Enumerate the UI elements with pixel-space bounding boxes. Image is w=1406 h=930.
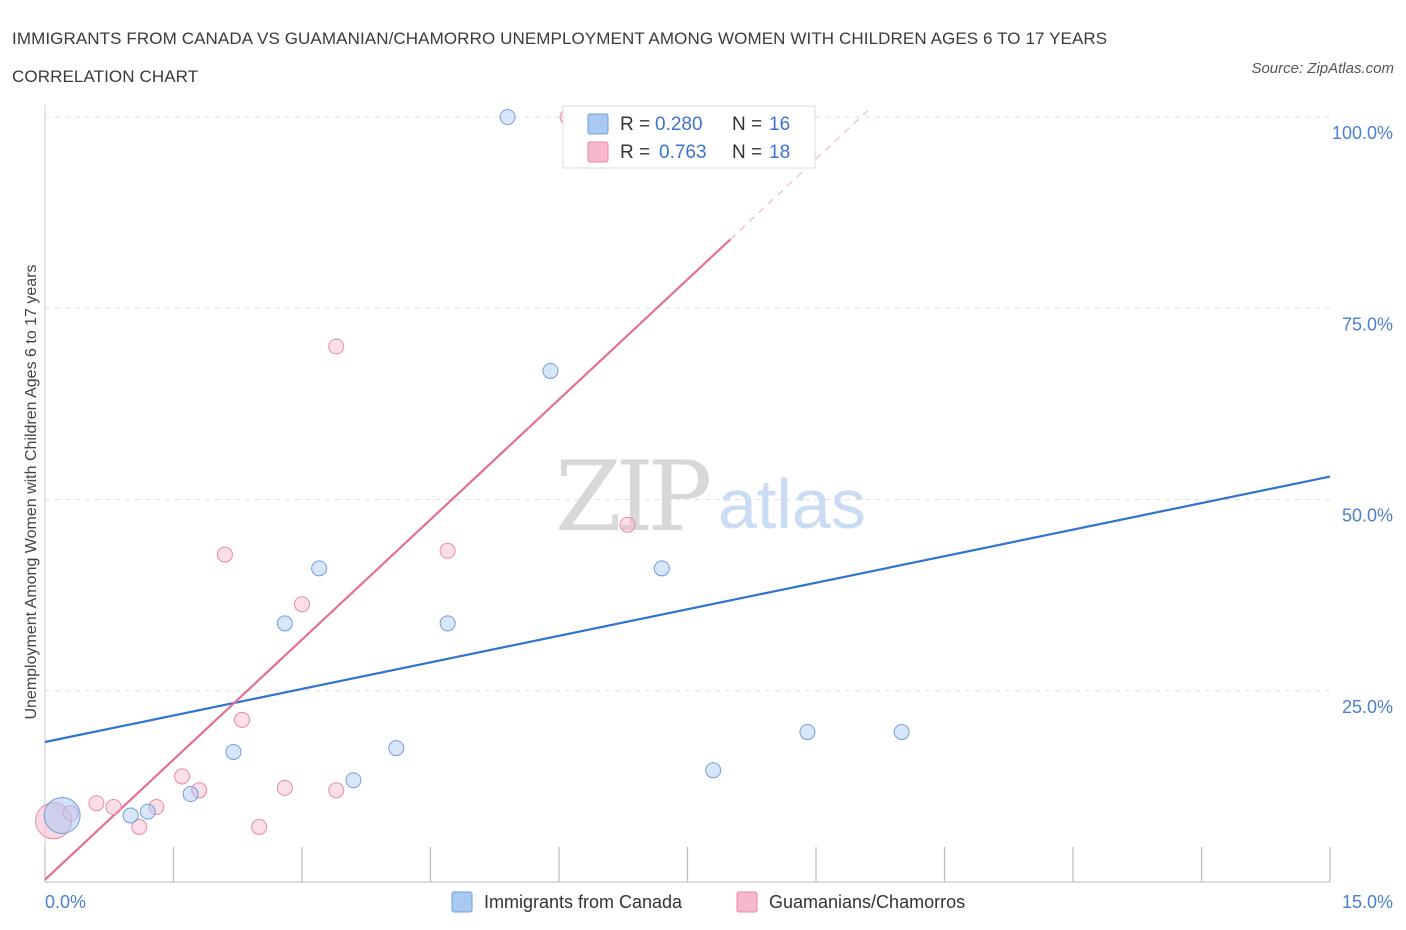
legend-bottom-label-guamanian: Guamanians/Chamorros [769, 892, 965, 912]
trend-line-guamanian-extension [729, 110, 868, 240]
point-canada-3 [182, 786, 199, 803]
point-guamanian-10 [251, 818, 268, 835]
point-canada-11 [542, 362, 559, 379]
point-canada-14 [799, 724, 816, 741]
point-guamanian-6 [174, 768, 191, 785]
trend-lines [44, 110, 1331, 881]
point-guamanian-9 [234, 711, 251, 728]
point-guamanian-5 [148, 799, 165, 816]
chart-title: IMMIGRANTS FROM CANADA VS GUAMANIAN/CHAM… [12, 29, 1108, 86]
point-canada-6 [311, 560, 328, 577]
legend-top-r-value-guamanian: 0.763 [659, 142, 707, 163]
watermark-atlas: atlas [718, 465, 866, 543]
legend-top-r-value-canada: 0.280 [655, 114, 703, 135]
point-guamanian-11 [276, 779, 293, 796]
watermark-zip: ZIP [555, 441, 710, 553]
x-tick-label-max: 15.0% [1342, 892, 1393, 912]
y-tick-label-1: 75.0% [1342, 314, 1393, 334]
legend-top-n-value-guamanian: 18 [769, 142, 790, 163]
y-axis-label: Unemployment Among Women with Children A… [23, 264, 40, 719]
grid-lines [45, 116, 1330, 692]
point-guamanian-7 [191, 782, 208, 799]
legend-top-swatch-canada [587, 113, 609, 135]
point-guamanian-15 [439, 542, 456, 559]
point-canada-9 [439, 615, 456, 632]
legend-top-r-label-canada: R = [620, 114, 650, 135]
legend-top-swatch-guamanian [587, 141, 609, 163]
point-canada-5 [276, 615, 293, 632]
point-guamanian-4 [131, 818, 148, 835]
x-tick-labels: 0.0% 15.0% [45, 892, 1393, 912]
y-tick-label-0: 100.0% [1332, 123, 1393, 143]
trend-line-canada [44, 475, 1331, 744]
y-tick-labels: 100.0% 75.0% 50.0% 25.0% [1332, 123, 1393, 717]
trend-line-guamanian [44, 238, 732, 881]
axes [44, 105, 1331, 883]
point-canada-15 [893, 724, 910, 741]
point-guamanian-13 [328, 338, 345, 355]
legend-top-r-label-guamanian: R = [620, 142, 650, 163]
point-canada-4 [225, 743, 242, 760]
legend-top-n-label-guamanian: N = [732, 142, 762, 163]
point-canada-0 [43, 796, 81, 834]
point-guamanian-17 [619, 516, 636, 533]
legend-bottom-swatch-guamanian [736, 891, 758, 913]
point-guamanian-14 [328, 782, 345, 799]
point-canada-13 [705, 762, 722, 779]
x-tick-label-min: 0.0% [45, 892, 86, 912]
legend-top: R = 0.280 N = 16 R = 0.763 N = 18 [562, 105, 816, 169]
legend-bottom-label-canada: Immigrants from Canada [484, 892, 683, 912]
y-tick-label-3: 25.0% [1342, 697, 1393, 717]
legend-top-n-label-canada: N = [732, 114, 762, 135]
point-canada-2 [139, 803, 156, 820]
point-canada-7 [345, 772, 362, 789]
point-guamanian-2 [88, 795, 105, 812]
point-canada-12 [653, 560, 670, 577]
legend-bottom: Immigrants from Canada Guamanians/Chamor… [451, 891, 965, 913]
source-label: Source: ZipAtlas.com [1251, 60, 1394, 77]
point-guamanian-8 [216, 546, 233, 563]
point-canada-10 [499, 109, 516, 125]
watermark: ZIP atlas [555, 441, 866, 553]
legend-bottom-swatch-canada [451, 891, 473, 913]
legend-top-n-value-canada: 16 [769, 114, 790, 135]
point-guamanian-12 [294, 596, 310, 613]
point-canada-8 [388, 740, 405, 757]
point-canada-1 [122, 807, 139, 824]
point-guamanian-3 [105, 799, 122, 816]
y-tick-label-2: 50.0% [1342, 506, 1393, 526]
